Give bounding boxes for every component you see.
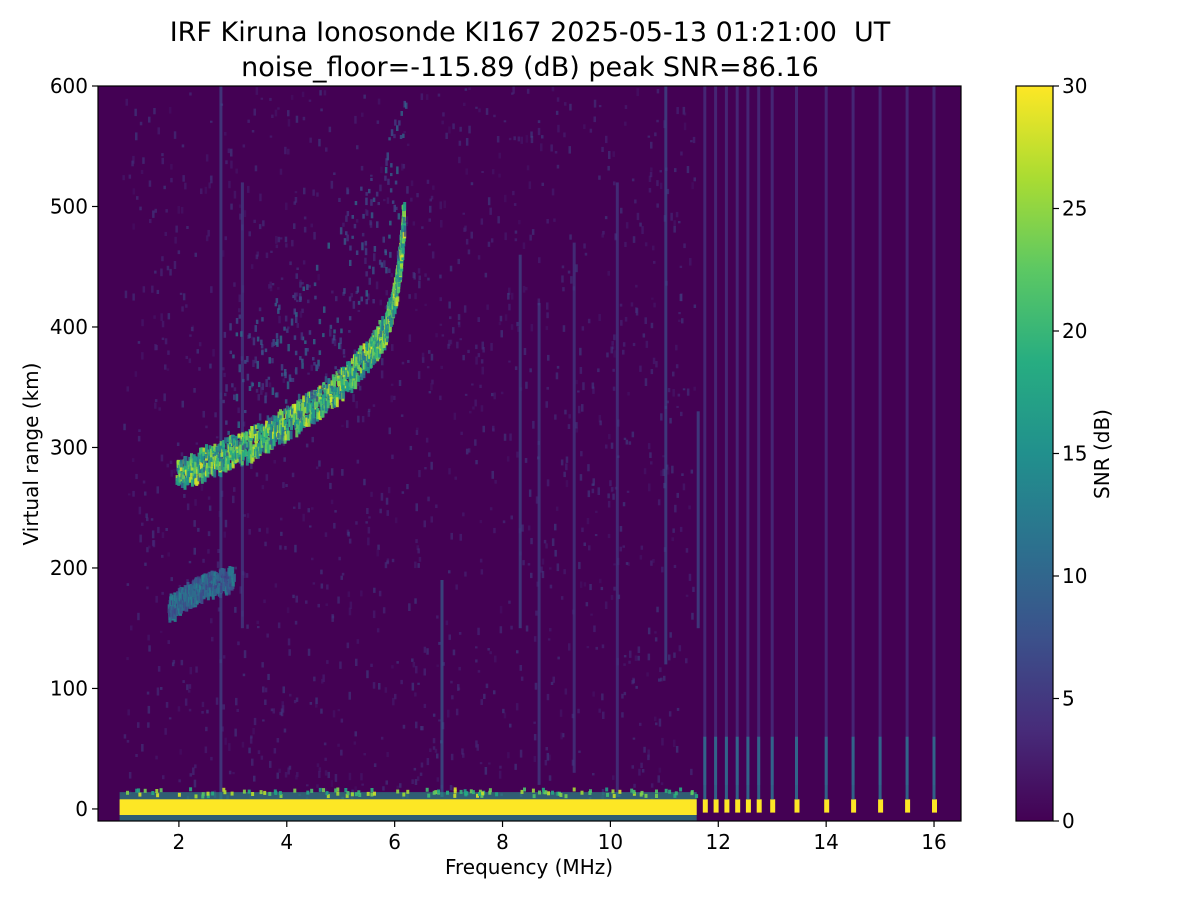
y-tick-label: 400	[50, 315, 88, 339]
colorbar-tick-label: 30	[1062, 74, 1087, 98]
plot-area	[98, 86, 961, 821]
x-tick-label: 14	[813, 830, 838, 854]
colorbar-label: SNR (dB)	[1090, 409, 1114, 499]
colorbar-tick-label: 5	[1062, 687, 1075, 711]
colorbar-tick-label: 0	[1062, 809, 1075, 833]
y-tick-label: 200	[50, 556, 88, 580]
y-axis-label: Virtual range (km)	[19, 363, 43, 546]
chart-subtitle: noise_floor=-115.89 (dB) peak SNR=86.16	[241, 52, 819, 83]
y-tick-label: 0	[75, 797, 88, 821]
discrete-channels	[702, 86, 937, 813]
plot-frame	[97, 85, 962, 822]
x-tick-label: 2	[173, 830, 186, 854]
y-tick-label: 300	[50, 435, 88, 459]
noise-texture	[122, 86, 700, 816]
channel-mark	[824, 799, 830, 813]
colorbar: 0 5 10 15 20 25 30	[1015, 74, 1087, 833]
channel-mark	[770, 799, 776, 813]
colorbar-tick-label: 10	[1062, 564, 1087, 588]
channel-mark	[713, 799, 719, 813]
channel-mark	[724, 799, 730, 813]
channel-mark	[756, 799, 762, 813]
ground-echo-band	[119, 787, 699, 821]
colorbar-tick-label: 25	[1062, 197, 1087, 221]
channel-mark	[702, 799, 708, 813]
y-tick-label: 100	[50, 676, 88, 700]
axes: 2 4 6 8 10 12 14 16 0 100 200 300 400 500 600	[50, 74, 962, 854]
colorbar-tick-label: 15	[1062, 442, 1087, 466]
x-tick-label: 4	[280, 830, 293, 854]
y-tick-label: 600	[50, 74, 88, 98]
x-tick-label: 16	[921, 830, 946, 854]
colorbar-gradient	[1015, 85, 1054, 822]
chart-title: IRF Kiruna Ionosonde KI167 2025-05-13 01…	[169, 17, 891, 48]
weak-echo-trace	[167, 566, 236, 623]
channel-mark	[932, 799, 937, 813]
channel-mark	[905, 799, 911, 813]
x-tick-label: 12	[706, 830, 731, 854]
x-tick-label: 8	[496, 830, 509, 854]
channel-mark	[878, 799, 884, 813]
channel-mark	[745, 799, 751, 813]
y-tick-label: 500	[50, 194, 88, 218]
channel-mark	[794, 799, 800, 813]
x-tick-label: 10	[598, 830, 623, 854]
channel-mark	[735, 799, 741, 813]
f-region-trace	[175, 100, 408, 490]
channel-mark	[851, 799, 857, 813]
x-axis-label: Frequency (MHz)	[445, 855, 613, 879]
x-tick-label: 6	[388, 830, 401, 854]
colorbar-tick-label: 20	[1062, 319, 1087, 343]
